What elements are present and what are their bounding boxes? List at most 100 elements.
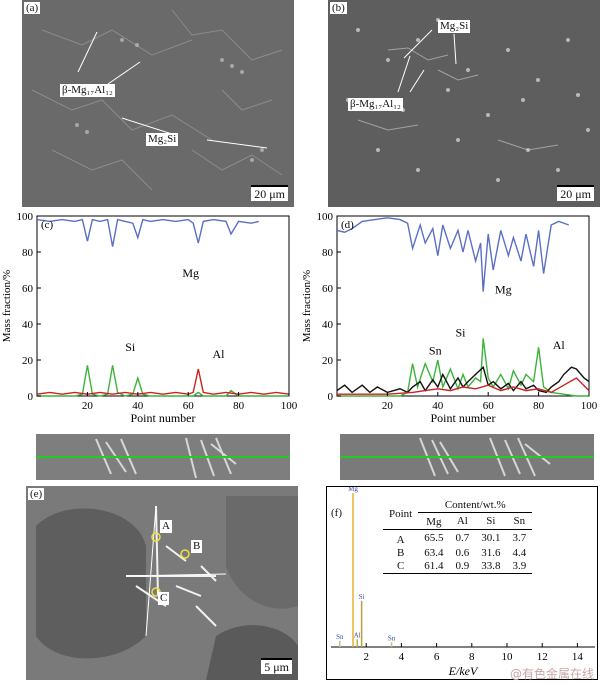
series-label-si: Si <box>125 340 136 354</box>
table-cell: 0.7 <box>455 532 470 544</box>
series-line-sn <box>336 365 590 394</box>
table-cell: B <box>396 547 405 559</box>
table-cell: A <box>396 534 405 546</box>
table-header-content: Content/wt.% <box>418 499 533 513</box>
series-line-si <box>337 338 589 397</box>
series-label-al: Al <box>553 338 566 352</box>
x-tick-label: 4 <box>399 651 405 663</box>
line-scan-strip-c <box>36 434 290 480</box>
series-label-mg: Mg <box>182 266 199 280</box>
x-tick-label: 12 <box>537 651 548 663</box>
table-cell: C <box>396 560 405 572</box>
table-cell: 63.4 <box>424 547 444 559</box>
y-tick-label: 40 <box>322 319 334 331</box>
x-tick-label: 100 <box>581 400 598 412</box>
table-cell: 3.7 <box>512 532 527 544</box>
panel-label: (c) <box>41 219 54 231</box>
table-row: B 63.4 0.6 31.6 4.4 <box>383 547 532 560</box>
point-a-label: A <box>160 520 172 533</box>
eds-peak-label: Sn <box>336 633 344 641</box>
x-axis-label: E/keV <box>448 664 479 678</box>
x-tick-label: 14 <box>572 651 584 663</box>
y-tick-label: 100 <box>17 211 34 223</box>
panel-b-beta-phase-label: β-Mg₁₇Al₁₂ <box>348 98 403 111</box>
table-cell: 0.9 <box>455 560 470 572</box>
panel-e-label: (e) <box>28 488 45 500</box>
y-tick-label: 60 <box>322 283 334 295</box>
table-cell: 31.6 <box>481 547 501 559</box>
y-tick-label: 80 <box>22 247 34 259</box>
series-label-mg: Mg <box>495 282 512 296</box>
x-tick-label: 40 <box>132 400 144 412</box>
panel-a-beta-phase-label: β-Mg₁₇Al₁₂ <box>60 84 115 97</box>
y-tick-label: 20 <box>22 355 34 367</box>
y-tick-label: 0 <box>28 391 34 403</box>
table-col-sn: Sn <box>513 514 526 527</box>
y-axis-label: Mass fraction/% <box>1 270 13 342</box>
series-line-al <box>36 368 290 395</box>
eds-peak-label: Al <box>354 631 361 639</box>
table-header-row-top: Point Content/wt.% <box>383 499 533 520</box>
eds-peak-label: Sn <box>388 634 396 642</box>
table-header-point: Point <box>389 507 413 520</box>
panel-b-scale-bar: 20 μm <box>557 185 594 201</box>
panel-b-label: (b) <box>330 2 347 14</box>
eds-peak-label: Mg <box>348 487 358 493</box>
x-tick-label: 10 <box>502 651 514 663</box>
table-col-si: Si <box>486 514 496 527</box>
y-tick-label: 80 <box>322 247 334 259</box>
x-tick-label: 80 <box>533 400 545 412</box>
y-tick-label: 0 <box>328 391 334 403</box>
eds-peak-label: Si <box>359 593 365 601</box>
series-line-mg <box>336 217 570 292</box>
point-b-label: B <box>191 540 203 553</box>
y-axis-label: Mass fraction/% <box>301 270 313 342</box>
table-cell: 4.4 <box>512 547 527 559</box>
table-cell: 0.6 <box>455 547 470 559</box>
table-header-row: Mg Al Si Sn <box>383 513 532 530</box>
x-tick-label: 6 <box>434 651 440 663</box>
x-axis-label: Point number <box>131 411 196 425</box>
table-row: A 65.5 0.7 30.1 3.7 <box>383 529 533 548</box>
panel-b-mg2si-label: Mg₂Si <box>438 20 471 33</box>
line-chart-c: 20 40 60 80 100 0 20 40 60 80 100 Point number Mass … <box>1 211 298 425</box>
line-scan-strip-d <box>340 434 594 480</box>
panel-a-micrograph: (a) β-Mg₁₇Al₁₂ Mg₂Si 20 μm <box>22 0 294 207</box>
y-tick-label: 40 <box>22 319 34 331</box>
x-tick-label: 2 <box>363 651 369 663</box>
x-tick-label: 8 <box>469 651 475 663</box>
x-tick-label: 40 <box>432 400 444 412</box>
series-label-sn: Sn <box>429 344 442 358</box>
x-tick-label: 60 <box>183 400 195 412</box>
x-axis-label: Point number <box>431 411 496 425</box>
x-tick-label: 20 <box>82 400 94 412</box>
panel-a-mg2si-label: Mg₂Si <box>146 133 179 146</box>
plot-frame <box>36 215 290 397</box>
table-col-mg: Mg <box>426 516 442 528</box>
panel-b-micrograph: (b) Mg₂Si β-Mg₁₇Al₁₂ 20 μm <box>328 0 600 207</box>
point-c-label: C <box>158 592 170 605</box>
table-cell: 61.4 <box>424 560 444 572</box>
panel-label: (d) <box>341 219 354 231</box>
table-col-al: Al <box>456 514 468 527</box>
line-chart-d: 20 40 60 80 100 0 20 40 60 80 100 Point number Mass … <box>301 211 598 425</box>
y-tick-label: 100 <box>317 211 334 223</box>
x-tick-label: 100 <box>281 400 298 412</box>
y-tick-label: 60 <box>22 283 34 295</box>
panel-a-texture <box>22 0 294 207</box>
panel-a-label: (a) <box>24 2 41 14</box>
table-cell: 30.1 <box>481 532 501 544</box>
panel-f-eds: 2 4 6 8 10 12 14 E/keV Mg Si Al Sn Sn (f) Point Cont… <box>326 486 598 680</box>
x-tick-label: 80 <box>233 400 245 412</box>
plot-frame <box>336 215 590 397</box>
eds-spectrum: 2 4 6 8 10 12 14 E/keV Mg Si Al Sn Sn <box>331 487 595 678</box>
panel-e-texture <box>26 486 298 680</box>
panel-e-micrograph: (e) A B C 5 μm <box>26 486 298 680</box>
series-line-si <box>37 365 289 397</box>
x-tick-label: 20 <box>382 400 394 412</box>
table-cell: 3.9 <box>512 560 527 572</box>
series-line-mg <box>36 218 259 247</box>
table-row: C 61.4 0.9 33.8 3.9 <box>383 560 533 574</box>
x-tick-label: 60 <box>483 400 495 412</box>
panel-e-scale-bar: 5 μm <box>261 658 292 674</box>
